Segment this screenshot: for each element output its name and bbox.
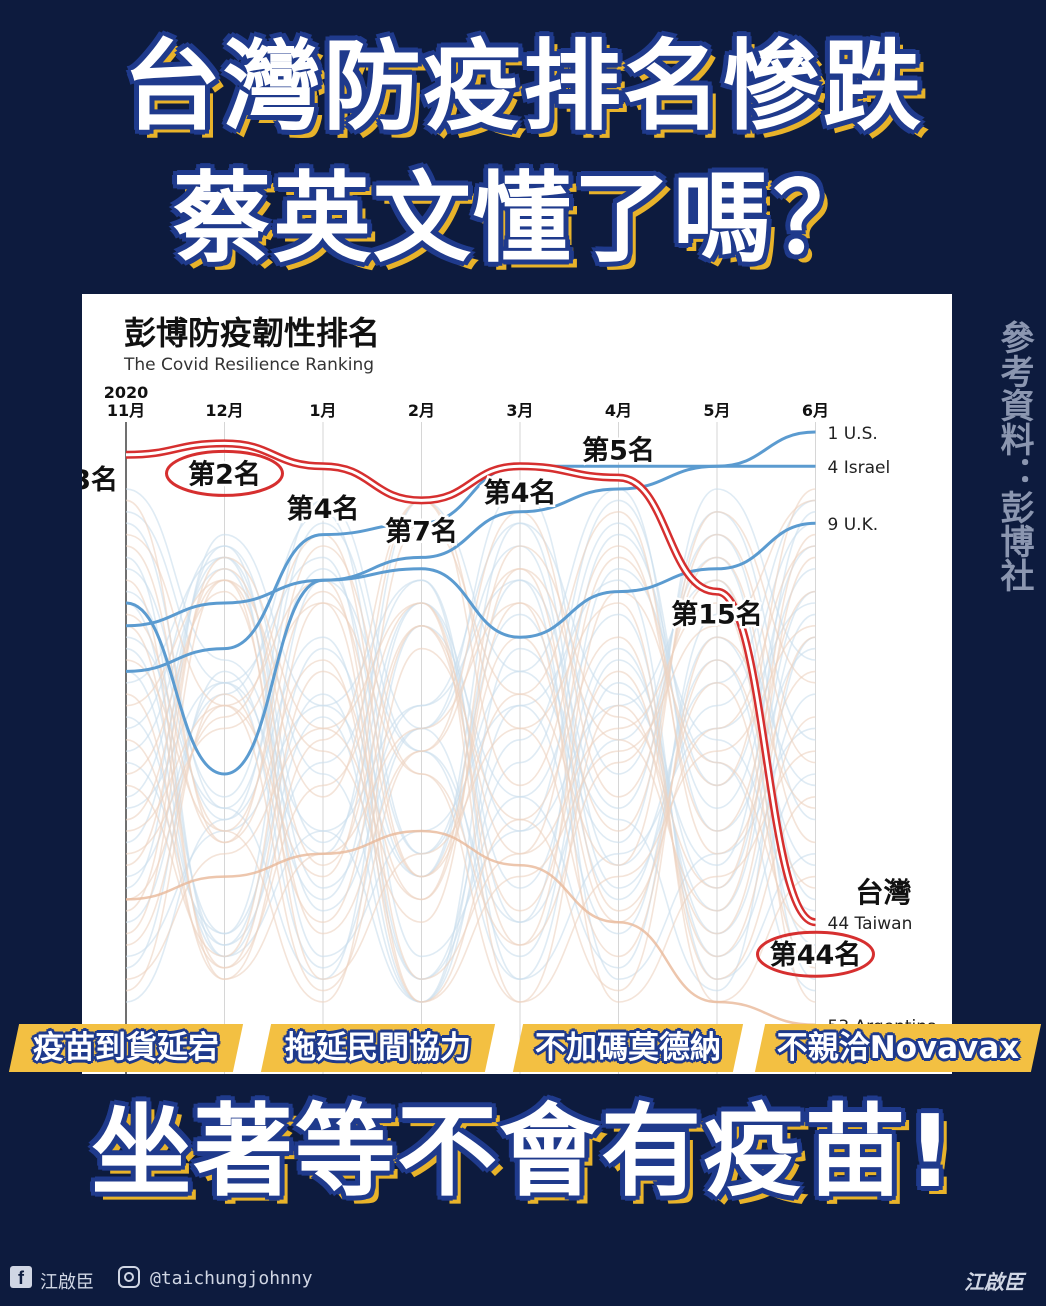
tag-label: 拖延民間協力 bbox=[285, 1030, 471, 1066]
series-end-label: 44 Taiwan bbox=[828, 914, 913, 934]
headline-line-1: 台灣防疫排名慘跌 bbox=[122, 30, 923, 144]
background-country-line bbox=[125, 602, 816, 1003]
tag-vaccine-delay: 疫苗到貨延宕 bbox=[8, 1024, 244, 1072]
highlight-circle bbox=[165, 449, 284, 497]
background-country-line bbox=[125, 522, 816, 1003]
rank-annotation: 第5名 bbox=[582, 435, 655, 467]
background-country-line bbox=[125, 510, 816, 901]
background-country-line bbox=[125, 488, 816, 878]
month-tick-label: 11月 bbox=[107, 401, 145, 420]
instagram-icon bbox=[118, 1266, 140, 1288]
rank-annotation: 第2名 bbox=[188, 458, 261, 490]
facebook-name: 江啟臣 bbox=[40, 1272, 94, 1293]
tag-label: 疫苗到貨延宕 bbox=[33, 1030, 219, 1066]
chart-title: 彭博防疫韌性排名 bbox=[124, 314, 380, 352]
facebook-icon: f bbox=[10, 1266, 32, 1288]
tag-novavax: 不親洽Novavax bbox=[754, 1024, 1042, 1072]
rank-annotation: 第4名 bbox=[287, 493, 360, 525]
background-country-line bbox=[125, 533, 816, 992]
background-country-line bbox=[125, 488, 816, 969]
background-country-line bbox=[125, 579, 816, 1003]
background-country-line bbox=[125, 636, 816, 1003]
series-line bbox=[125, 464, 816, 673]
series-end-label: 1 U.S. bbox=[828, 424, 878, 444]
background-country-line bbox=[125, 522, 816, 912]
ranking-chart: 彭博防疫韌性排名 The Covid Resilience Ranking 2020… bbox=[82, 314, 937, 1074]
highlight-circle bbox=[756, 930, 875, 978]
rank-annotation: 第44名 bbox=[770, 939, 862, 971]
month-tick-label: 5月 bbox=[703, 401, 730, 420]
rank-annotation: 第7名 bbox=[385, 515, 458, 547]
background-country-line bbox=[125, 499, 816, 958]
month-tick-label: 2月 bbox=[408, 401, 435, 420]
month-tick-label: 6月 bbox=[802, 401, 829, 420]
tag-label: 不親洽Novavax bbox=[776, 1030, 1020, 1066]
chart-panel: 彭博防疫韌性排名 The Covid Resilience Ranking 2020… bbox=[82, 294, 952, 1074]
background-country-line bbox=[125, 488, 816, 1003]
background-country-line bbox=[125, 545, 816, 935]
chart-subtitle: The Covid Resilience Ranking bbox=[123, 355, 374, 375]
series-end-label: 9 U.K. bbox=[828, 515, 879, 535]
rank-annotation: 第15名 bbox=[671, 599, 763, 631]
background-country-line bbox=[125, 499, 816, 981]
background-country-line bbox=[125, 556, 816, 935]
background-country-line bbox=[125, 499, 816, 1003]
headline-line-2: 蔡英文懂了嗎？ bbox=[172, 162, 873, 276]
tag-moderna: 不加碼莫德納 bbox=[512, 1024, 744, 1072]
rank-annotation: 第4名 bbox=[484, 477, 557, 509]
year-label: 2020 bbox=[104, 383, 149, 402]
background-country-line bbox=[125, 510, 816, 992]
background-country-line bbox=[125, 579, 816, 1003]
series-line bbox=[125, 829, 816, 1027]
background-country-line bbox=[125, 488, 816, 855]
instagram-handle: @taichungjohnny bbox=[150, 1268, 313, 1289]
month-tick-label: 3月 bbox=[506, 401, 533, 420]
headline-bottom: 坐著等不會有疫苗! bbox=[91, 1093, 955, 1210]
tag-civil-cooperation: 拖延民間協力 bbox=[260, 1024, 496, 1072]
month-tick-label: 12月 bbox=[205, 401, 243, 420]
background-country-line bbox=[125, 545, 816, 969]
taiwan-line-inner bbox=[125, 441, 816, 924]
background-country-line bbox=[125, 545, 816, 1003]
background-country-line bbox=[125, 545, 816, 1003]
background-country-line bbox=[125, 613, 816, 981]
series-line bbox=[125, 521, 816, 776]
source-note: 參考資料：彭博社 bbox=[994, 320, 1034, 592]
tag-label: 不加碼莫德納 bbox=[535, 1030, 721, 1066]
footer: f 江啟臣 @taichungjohnny 江啟臣 bbox=[0, 1262, 1046, 1294]
signature: 江啟臣 bbox=[964, 1270, 1024, 1294]
series-end-label: 4 Israel bbox=[828, 458, 891, 478]
month-tick-label: 4月 bbox=[605, 401, 632, 420]
background-country-line bbox=[125, 511, 816, 889]
background-country-line bbox=[125, 510, 816, 878]
background-country-line bbox=[125, 590, 816, 958]
rank-annotation: 第3名 bbox=[82, 464, 118, 496]
background-country-line bbox=[125, 567, 816, 935]
taiwan-zh-label: 台灣 bbox=[856, 876, 912, 909]
background-country-line bbox=[125, 533, 816, 912]
month-tick-label: 1月 bbox=[309, 401, 336, 420]
background-country-line bbox=[125, 579, 816, 958]
